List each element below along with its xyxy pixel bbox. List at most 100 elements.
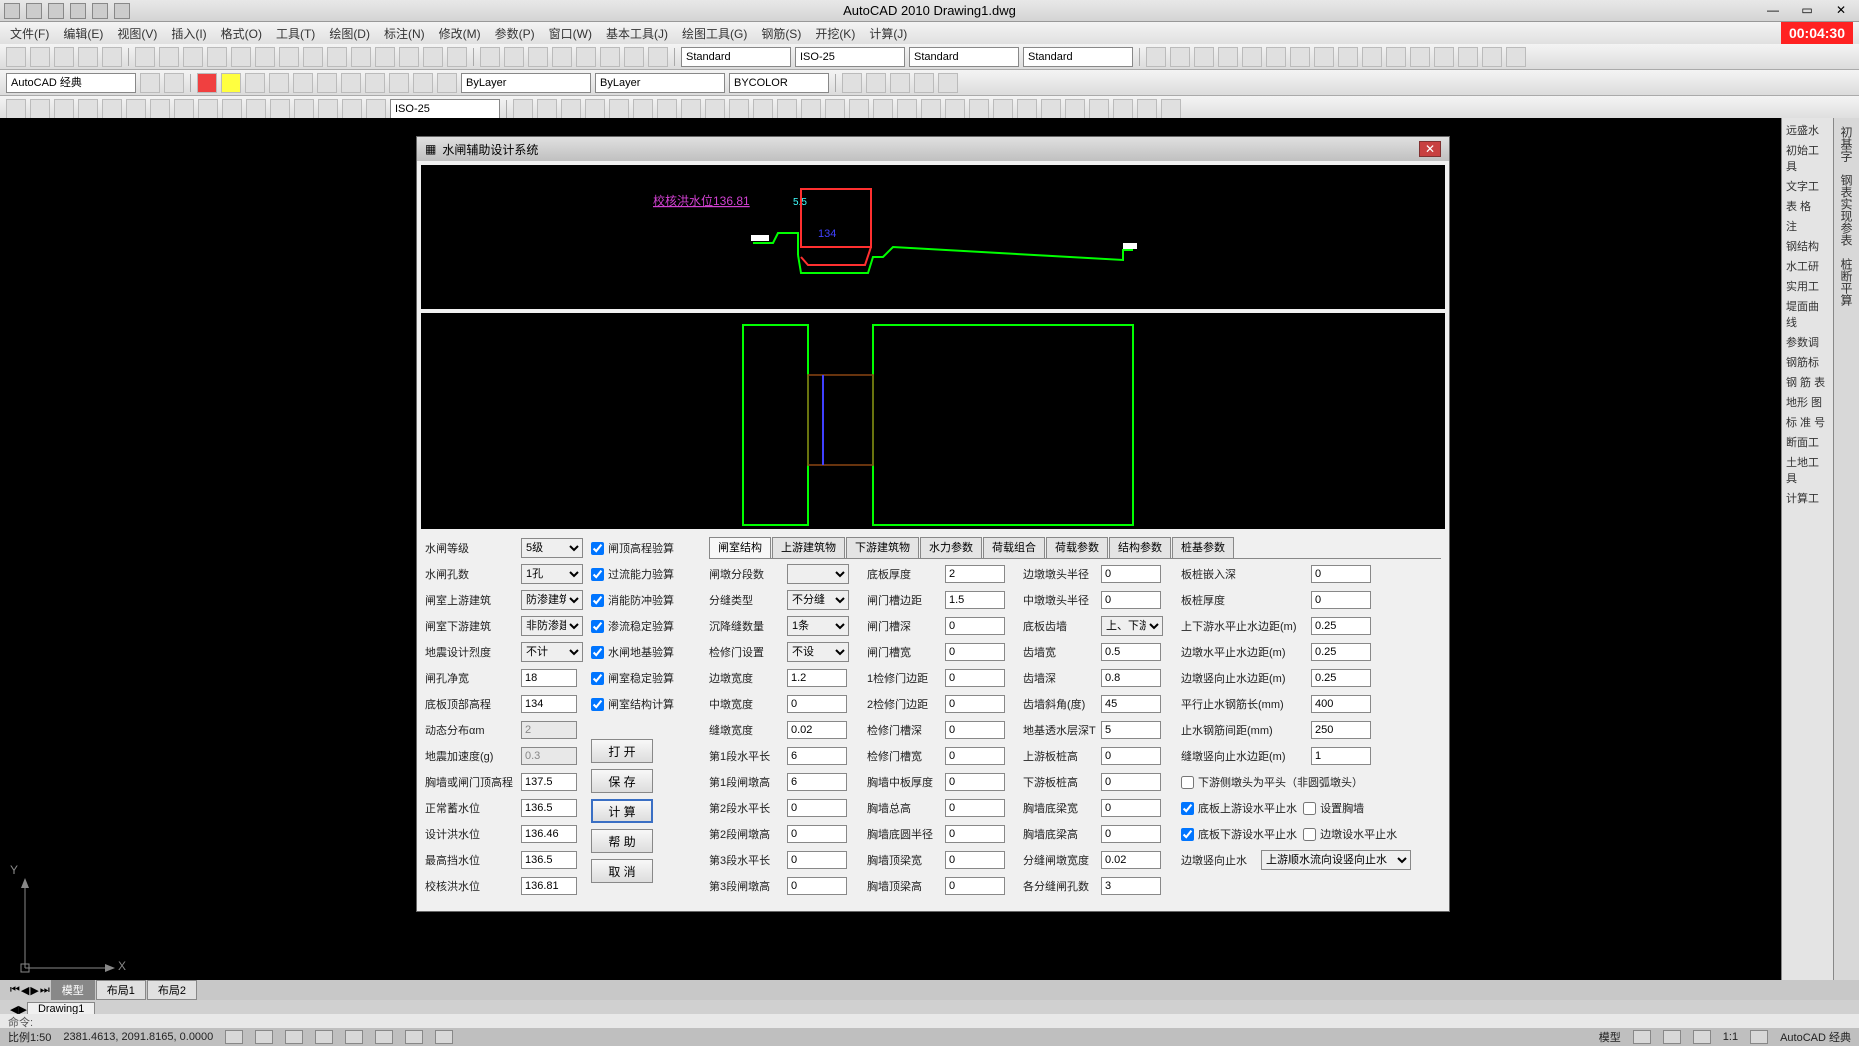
tool-btn[interactable]: [327, 47, 347, 67]
input[interactable]: [945, 799, 1005, 817]
dimstyle-combo[interactable]: ISO-25: [390, 99, 500, 119]
tool-btn[interactable]: [849, 99, 869, 119]
tool-btn[interactable]: [1362, 47, 1382, 67]
qat-btn[interactable]: [114, 3, 130, 19]
tool-btn[interactable]: [6, 47, 26, 67]
tool-btn[interactable]: [1041, 99, 1061, 119]
status-btn[interactable]: [1663, 1030, 1681, 1044]
tab[interactable]: 下游建筑物: [846, 537, 919, 558]
input[interactable]: [1311, 643, 1371, 661]
tool-btn[interactable]: [504, 47, 524, 67]
input[interactable]: [945, 721, 1005, 739]
chk[interactable]: [1303, 802, 1316, 815]
status-workspace[interactable]: AutoCAD 经典: [1780, 1029, 1851, 1045]
tool-btn[interactable]: [1290, 47, 1310, 67]
tool-btn[interactable]: [681, 99, 701, 119]
tool-btn[interactable]: [866, 73, 886, 93]
tool-btn[interactable]: [705, 99, 725, 119]
tool-btn[interactable]: [174, 99, 194, 119]
select[interactable]: 上、下游: [1101, 616, 1163, 636]
tool-btn[interactable]: [150, 99, 170, 119]
close-button[interactable]: ✕: [1827, 3, 1855, 19]
tool-btn[interactable]: [159, 47, 179, 67]
tool-btn[interactable]: [447, 47, 467, 67]
right-btn[interactable]: 初基字: [1836, 122, 1857, 166]
panel-item[interactable]: 钢筋标: [1786, 354, 1829, 370]
tool-btn[interactable]: [279, 47, 299, 67]
input[interactable]: [1101, 747, 1161, 765]
menu-item[interactable]: 绘图(D): [329, 25, 370, 42]
menu-item[interactable]: 开挖(K): [815, 25, 855, 42]
input[interactable]: [945, 669, 1005, 687]
tool-btn[interactable]: [1113, 99, 1133, 119]
input[interactable]: [787, 851, 847, 869]
input[interactable]: [787, 695, 847, 713]
select[interactable]: 上游顺水流向设竖向止水: [1261, 850, 1411, 870]
tool-btn[interactable]: [102, 99, 122, 119]
tool-btn[interactable]: [842, 73, 862, 93]
input[interactable]: [945, 695, 1005, 713]
dialog-title-bar[interactable]: ▦ 水闸辅助设计系统 ✕: [417, 137, 1449, 161]
status-btn[interactable]: [1750, 1030, 1768, 1044]
linetype-combo[interactable]: ByLayer: [461, 73, 591, 93]
status-btn[interactable]: [345, 1030, 363, 1044]
select[interactable]: [787, 564, 849, 584]
tab[interactable]: 闸室结构: [709, 537, 771, 558]
dim-style-combo[interactable]: ISO-25: [795, 47, 905, 67]
menu-item[interactable]: 格式(O): [221, 25, 262, 42]
dialog-close-button[interactable]: ✕: [1419, 141, 1441, 157]
tool-btn[interactable]: [54, 47, 74, 67]
tool-btn[interactable]: [1194, 47, 1214, 67]
tool-btn[interactable]: [78, 47, 98, 67]
input[interactable]: [945, 851, 1005, 869]
qat-btn[interactable]: [92, 3, 108, 19]
workspace-combo[interactable]: AutoCAD 经典: [6, 73, 136, 93]
tool-btn[interactable]: [969, 99, 989, 119]
tool-btn[interactable]: [552, 47, 572, 67]
menu-item[interactable]: 标注(N): [384, 25, 425, 42]
tool-btn[interactable]: [600, 47, 620, 67]
tool-btn[interactable]: [1218, 47, 1238, 67]
layer-color[interactable]: [197, 73, 217, 93]
tool-btn[interactable]: [140, 73, 160, 93]
panel-item[interactable]: 水工研: [1786, 258, 1829, 274]
tool-btn[interactable]: [1266, 47, 1286, 67]
input[interactable]: [521, 773, 577, 791]
layout-tab[interactable]: 布局2: [147, 980, 197, 1000]
input[interactable]: [1101, 799, 1161, 817]
tool-btn[interactable]: [921, 99, 941, 119]
tool-btn[interactable]: [246, 99, 266, 119]
tab[interactable]: 水力参数: [920, 537, 982, 558]
status-btn[interactable]: [255, 1030, 273, 1044]
tool-btn[interactable]: [294, 99, 314, 119]
tool-btn[interactable]: [366, 99, 386, 119]
cancel-button[interactable]: 取 消: [591, 859, 653, 883]
input[interactable]: [787, 825, 847, 843]
qat-btn[interactable]: [48, 3, 64, 19]
tool-btn[interactable]: [318, 99, 338, 119]
tool-btn[interactable]: [914, 73, 934, 93]
menu-item[interactable]: 钢筋(S): [761, 25, 801, 42]
tool-btn[interactable]: [624, 47, 644, 67]
lineweight-combo[interactable]: ByLayer: [595, 73, 725, 93]
chk[interactable]: [591, 620, 604, 633]
chk[interactable]: [1181, 828, 1194, 841]
panel-item[interactable]: 钢结构: [1786, 238, 1829, 254]
tool-btn[interactable]: [1458, 47, 1478, 67]
input[interactable]: [1311, 669, 1371, 687]
menu-item[interactable]: 工具(T): [276, 25, 315, 42]
tab[interactable]: 荷载组合: [983, 537, 1045, 558]
tool-btn[interactable]: [528, 47, 548, 67]
tool-btn[interactable]: [825, 99, 845, 119]
tool-btn[interactable]: [30, 47, 50, 67]
input[interactable]: [787, 747, 847, 765]
tool-btn[interactable]: [1482, 47, 1502, 67]
input[interactable]: [1101, 851, 1161, 869]
input[interactable]: [1101, 591, 1161, 609]
tool-btn[interactable]: [341, 73, 361, 93]
input[interactable]: [1101, 669, 1161, 687]
tool-btn[interactable]: [342, 99, 362, 119]
menu-item[interactable]: 窗口(W): [549, 25, 592, 42]
tool-btn[interactable]: [126, 99, 146, 119]
input[interactable]: [945, 825, 1005, 843]
